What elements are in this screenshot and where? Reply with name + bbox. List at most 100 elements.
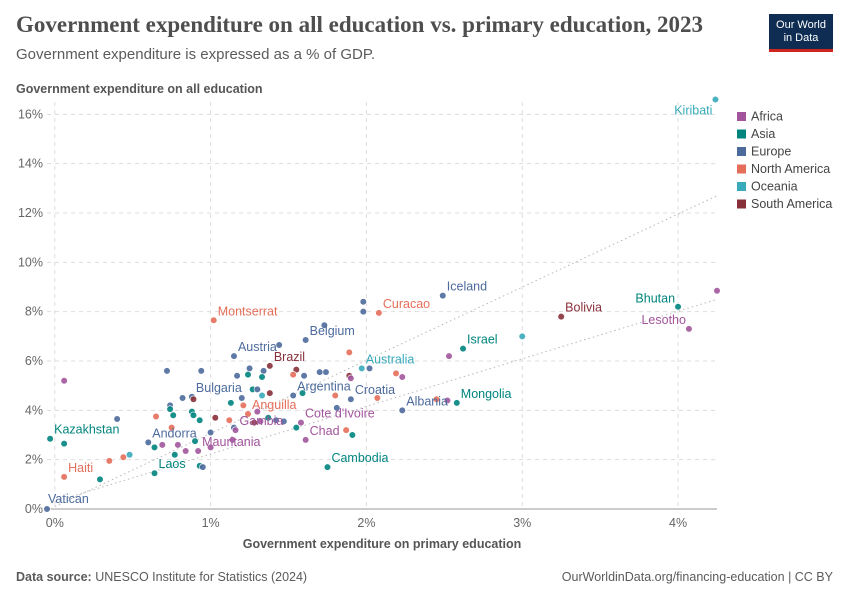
data-point[interactable] bbox=[46, 435, 54, 443]
data-point[interactable] bbox=[348, 431, 356, 439]
legend-swatch[interactable] bbox=[737, 199, 746, 209]
data-point[interactable] bbox=[207, 443, 215, 451]
data-point[interactable] bbox=[125, 451, 134, 459]
legend[interactable]: Africa Asia Europe North America Oceania Sout… bbox=[737, 110, 832, 212]
data-point[interactable] bbox=[272, 416, 280, 424]
data-point[interactable] bbox=[239, 401, 247, 410]
data-point[interactable] bbox=[713, 287, 721, 295]
legend-swatch[interactable] bbox=[737, 112, 746, 121]
data-point[interactable] bbox=[320, 321, 328, 329]
data-point[interactable] bbox=[443, 396, 452, 405]
data-point[interactable] bbox=[144, 438, 152, 447]
data-point[interactable] bbox=[298, 389, 307, 397]
data-point[interactable] bbox=[119, 453, 127, 461]
data-point[interactable] bbox=[197, 367, 205, 375]
data-point[interactable] bbox=[60, 440, 68, 448]
data-point[interactable] bbox=[227, 399, 235, 407]
data-point[interactable] bbox=[60, 377, 68, 385]
legend-item-label[interactable]: South America bbox=[751, 197, 832, 211]
data-point[interactable] bbox=[207, 428, 215, 437]
data-point[interactable] bbox=[365, 364, 374, 373]
data-point[interactable] bbox=[557, 313, 565, 321]
data-point[interactable] bbox=[275, 341, 283, 349]
data-point[interactable] bbox=[316, 368, 324, 376]
legend-item-label[interactable]: Africa bbox=[751, 110, 783, 124]
data-point[interactable] bbox=[345, 348, 353, 356]
data-point[interactable] bbox=[292, 424, 300, 432]
data-point[interactable] bbox=[191, 437, 199, 445]
data-point[interactable] bbox=[199, 463, 207, 471]
data-point[interactable] bbox=[189, 411, 198, 419]
data-point[interactable] bbox=[60, 473, 68, 481]
data-point[interactable] bbox=[43, 505, 51, 513]
data-point[interactable] bbox=[182, 447, 190, 455]
data-point[interactable] bbox=[231, 426, 240, 434]
data-point[interactable] bbox=[168, 424, 176, 432]
data-point[interactable] bbox=[392, 369, 400, 377]
owid-logo[interactable]: Our World in Data bbox=[769, 14, 833, 52]
data-point[interactable] bbox=[96, 475, 104, 484]
data-point[interactable] bbox=[178, 394, 187, 402]
data-point[interactable] bbox=[518, 332, 526, 340]
data-point[interactable] bbox=[289, 391, 297, 400]
data-point[interactable] bbox=[300, 372, 308, 380]
data-point[interactable] bbox=[244, 370, 252, 379]
legend-item-label[interactable]: Europe bbox=[751, 145, 791, 159]
data-point[interactable] bbox=[398, 373, 406, 381]
data-point[interactable] bbox=[244, 410, 252, 418]
data-point[interactable] bbox=[258, 373, 266, 381]
data-point[interactable] bbox=[253, 385, 261, 393]
data-point[interactable] bbox=[158, 441, 166, 449]
data-point[interactable] bbox=[302, 336, 310, 344]
data-point[interactable] bbox=[439, 292, 447, 300]
data-point[interactable] bbox=[169, 411, 177, 419]
data-point[interactable] bbox=[196, 416, 204, 424]
data-point[interactable] bbox=[359, 308, 367, 316]
data-point[interactable] bbox=[347, 374, 355, 382]
data-point[interactable] bbox=[375, 309, 383, 317]
data-point[interactable] bbox=[445, 352, 453, 360]
data-point[interactable] bbox=[358, 364, 366, 373]
data-point[interactable] bbox=[166, 405, 174, 413]
data-point[interactable] bbox=[259, 367, 268, 375]
data-point[interactable] bbox=[453, 399, 461, 407]
data-point[interactable] bbox=[359, 298, 367, 306]
data-point[interactable] bbox=[297, 419, 305, 427]
legend-item-label[interactable]: Asia bbox=[751, 127, 775, 141]
data-point[interactable] bbox=[432, 395, 441, 403]
data-point[interactable] bbox=[233, 372, 241, 380]
data-point[interactable] bbox=[189, 395, 198, 403]
data-point[interactable] bbox=[711, 95, 720, 104]
legend-item-label[interactable]: Oceania bbox=[751, 180, 798, 194]
data-point[interactable] bbox=[150, 469, 159, 477]
data-point[interactable] bbox=[459, 345, 467, 353]
data-point[interactable] bbox=[225, 416, 233, 424]
data-point[interactable] bbox=[331, 391, 339, 400]
data-point[interactable] bbox=[302, 436, 310, 444]
data-point[interactable] bbox=[323, 463, 332, 471]
data-point[interactable] bbox=[194, 447, 202, 455]
data-point[interactable] bbox=[171, 451, 179, 459]
data-point[interactable] bbox=[211, 414, 219, 422]
data-point[interactable] bbox=[258, 391, 266, 400]
legend-swatch[interactable] bbox=[737, 164, 746, 174]
data-point[interactable] bbox=[238, 394, 246, 402]
data-point[interactable] bbox=[253, 407, 261, 416]
data-point[interactable] bbox=[289, 370, 297, 379]
data-point[interactable] bbox=[105, 457, 113, 465]
data-point[interactable] bbox=[150, 443, 159, 451]
data-point[interactable] bbox=[230, 352, 238, 360]
legend-swatch[interactable] bbox=[737, 129, 746, 139]
data-point[interactable] bbox=[210, 316, 218, 324]
data-point[interactable] bbox=[373, 394, 381, 402]
data-point[interactable] bbox=[152, 412, 160, 421]
source-url-link[interactable]: OurWorldinData.org/financing-education |… bbox=[561, 570, 833, 584]
data-point[interactable] bbox=[245, 364, 254, 373]
data-point[interactable] bbox=[322, 368, 330, 376]
data-point[interactable] bbox=[113, 415, 121, 423]
data-point[interactable] bbox=[674, 303, 682, 311]
data-point[interactable] bbox=[163, 367, 171, 375]
data-point[interactable] bbox=[347, 395, 355, 403]
data-point[interactable] bbox=[333, 404, 341, 412]
data-point[interactable] bbox=[256, 417, 265, 426]
